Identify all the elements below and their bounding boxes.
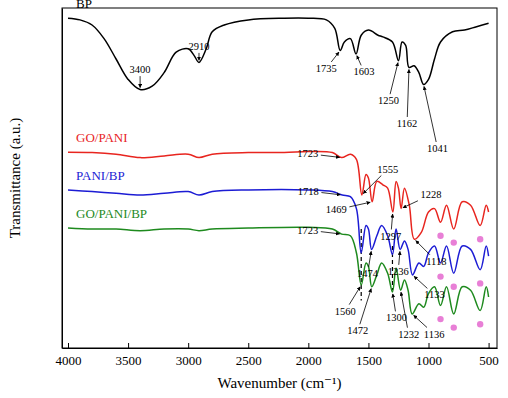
annotation-label: 1735: [316, 63, 337, 74]
annotation-label: 1723: [297, 225, 318, 236]
y-axis: [62, 9, 63, 349]
annotation-arrow: [390, 63, 398, 95]
x-axis: 4000 3500 3000 2500 2000 1500 1000 500: [56, 343, 499, 368]
annotation-arrow: [391, 214, 392, 230]
plot-frame: [62, 8, 497, 348]
x-tick: 3000: [176, 343, 202, 368]
annotation-arrow: [321, 232, 340, 234]
annotation-arrow: [321, 155, 340, 157]
x-tick-label: 3000: [176, 353, 202, 368]
marker-point: [451, 284, 457, 290]
chart: 4000 3500 3000 2500 2000 1500 1000 500 Wavenumbe…: [0, 0, 508, 398]
marker-point: [477, 236, 483, 242]
annotation-arrow: [349, 287, 360, 305]
spectrum-line: [68, 18, 489, 90]
x-tick-mark: [489, 343, 490, 348]
x-tick: 4000: [56, 343, 82, 368]
annotation-arrow: [357, 56, 361, 66]
annotation-arrow: [401, 292, 407, 328]
marker-group: [437, 233, 483, 331]
x-tick-label: 2500: [236, 353, 262, 368]
annotation-label: 1297: [380, 231, 401, 242]
annotation-label: 1472: [347, 325, 368, 336]
annotation-arrow: [349, 202, 370, 207]
x-tick-mark: [308, 343, 309, 348]
x-tick: 1500: [356, 343, 382, 368]
marker-point: [477, 280, 483, 286]
annotation-label: 2910: [188, 41, 209, 52]
reference-line: [361, 229, 362, 300]
annotation-arrow: [363, 176, 381, 194]
series-name: PANI/BP: [76, 168, 125, 183]
annotations: 3400 2910 1735 1603 1250 1162 1041 1723 1555 1469…: [130, 41, 448, 340]
annotation-label: 1118: [426, 256, 446, 267]
x-tick-label: 500: [479, 353, 499, 368]
annotation-arrow: [403, 201, 418, 208]
x-tick-mark: [188, 343, 189, 348]
annotation-label: 1136: [424, 329, 445, 340]
y-axis-title: Transmittance (a.u.): [7, 118, 24, 239]
annotation-arrow: [414, 276, 427, 288]
annotation-arrow: [414, 315, 427, 327]
x-tick-mark: [68, 343, 69, 348]
annotation-arrow: [360, 289, 371, 325]
plot-area: [68, 18, 489, 331]
annotation-arrow: [399, 251, 400, 265]
annotation-label: 1474: [357, 268, 379, 279]
annotation-label: 1560: [335, 306, 356, 317]
x-axis-line: [63, 348, 498, 349]
annotation-arrow: [140, 76, 141, 88]
x-tick: 500: [479, 343, 499, 368]
annotation-label: 1133: [424, 289, 445, 300]
annotation-label: 1041: [427, 143, 448, 154]
x-tick: 2000: [296, 343, 322, 368]
x-tick-label: 3500: [116, 353, 142, 368]
x-tick-mark: [429, 343, 430, 348]
spectrum-line: [68, 227, 489, 314]
y-axis-line: [62, 9, 63, 349]
series-name: GO/PANI: [76, 130, 128, 145]
x-tick-mark: [248, 343, 249, 348]
x-tick-label: 1000: [416, 353, 442, 368]
x-tick-label: 4000: [56, 353, 82, 368]
annotation-label: 1236: [388, 266, 409, 277]
annotation-arrow: [416, 241, 430, 255]
annotation-label: 1718: [298, 186, 319, 197]
marker-point: [477, 321, 483, 327]
spectrum-line: [68, 190, 489, 275]
x-tick: 3500: [116, 343, 142, 368]
marker-point: [451, 324, 457, 330]
annotation-arrow: [198, 53, 199, 61]
x-tick-mark: [128, 343, 129, 348]
annotation-arrow: [424, 86, 436, 142]
annotation-label: 1162: [397, 118, 418, 129]
annotation-label: 1300: [386, 312, 407, 323]
annotation-label: 1469: [326, 204, 347, 215]
annotation-label: 3400: [130, 64, 151, 75]
series-labels: BP GO/PANI PANI/BP GO/PANI/BP: [76, 0, 147, 221]
marker-point: [437, 233, 443, 239]
annotation-arrow: [407, 69, 409, 117]
annotation-label: 1723: [297, 148, 318, 159]
annotation-label: 1250: [378, 95, 399, 106]
x-axis-title: Wavenumber (cm⁻¹): [217, 375, 341, 392]
annotation-label: 1228: [421, 189, 442, 200]
series-name: GO/PANI/BP: [76, 206, 147, 221]
x-tick-label: 1500: [356, 353, 382, 368]
marker-point: [437, 316, 443, 322]
x-tick-mark: [368, 343, 369, 348]
annotation-label: 1232: [398, 329, 419, 340]
marker-point: [437, 273, 443, 279]
series-name: BP: [76, 0, 92, 11]
x-tick: 2500: [236, 343, 262, 368]
marker-point: [451, 239, 457, 245]
x-tick-label: 2000: [296, 353, 322, 368]
annotation-label: 1603: [354, 66, 375, 77]
annotation-label: 1555: [377, 164, 398, 175]
annotation-arrow: [321, 193, 340, 195]
x-tick: 1000: [416, 343, 442, 368]
annotation-arrow: [369, 251, 372, 267]
annotation-arrow: [331, 52, 339, 62]
annotation-arrow: [393, 294, 396, 312]
